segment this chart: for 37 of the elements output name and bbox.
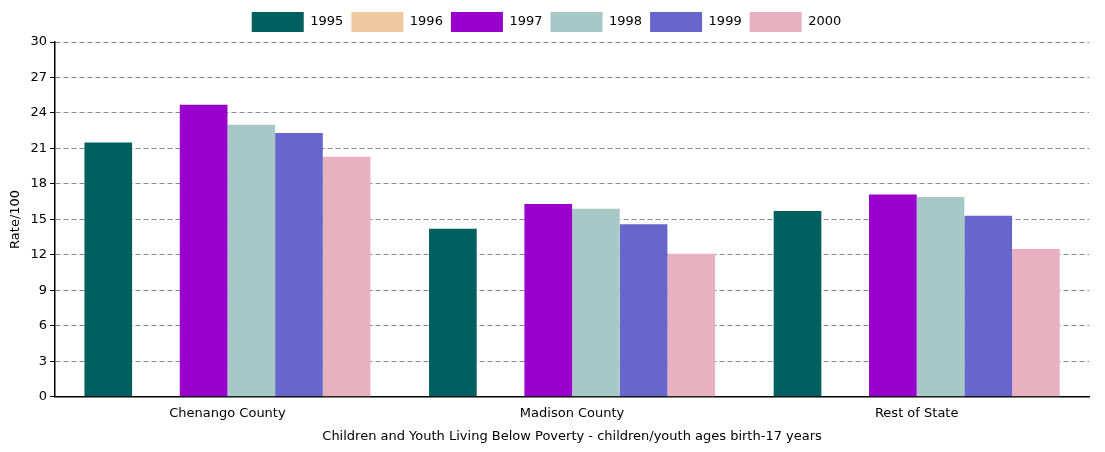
x-tick-label: Rest of State (874, 404, 959, 420)
y-axis-title: Rate/100 (7, 189, 23, 249)
y-tick-label: 24 (30, 104, 48, 120)
y-tick-label: 9 (38, 281, 48, 297)
legend-label: 1995 (310, 13, 344, 29)
bar (227, 124, 276, 397)
bar (572, 208, 620, 397)
legend-label: 2000 (808, 13, 842, 29)
x-tick-label: Madison County (519, 404, 625, 420)
legend-label: 1998 (609, 13, 643, 29)
y-tick-label: 30 (30, 33, 48, 49)
bar (275, 133, 323, 397)
bar (964, 215, 1013, 397)
y-tick-label: 21 (30, 139, 48, 155)
bar (1012, 248, 1060, 397)
bar (667, 253, 716, 397)
bar (429, 228, 477, 397)
bar (179, 104, 228, 397)
legend-label: 1996 (409, 13, 443, 29)
x-axis-title: Children and Youth Living Below Poverty - children/youth ages birth-17 years (322, 427, 823, 443)
bar (869, 194, 917, 397)
bar (773, 211, 822, 397)
y-tick-label: 12 (30, 246, 48, 262)
legend-label: 1999 (708, 13, 742, 29)
y-tick-label: 6 (38, 317, 48, 333)
y-tick-label: 27 (30, 68, 48, 84)
y-tick-label: 18 (30, 175, 48, 191)
y-tick-label: 15 (30, 210, 48, 226)
x-tick-label: Chenango County (169, 404, 286, 420)
bar (322, 156, 371, 397)
y-tick-label: 0 (38, 388, 48, 404)
bar (619, 224, 668, 397)
y-tick-label: 3 (38, 352, 48, 368)
bar (524, 204, 573, 397)
legend-label: 1997 (509, 13, 543, 29)
bar (916, 196, 965, 397)
bar (84, 142, 133, 397)
